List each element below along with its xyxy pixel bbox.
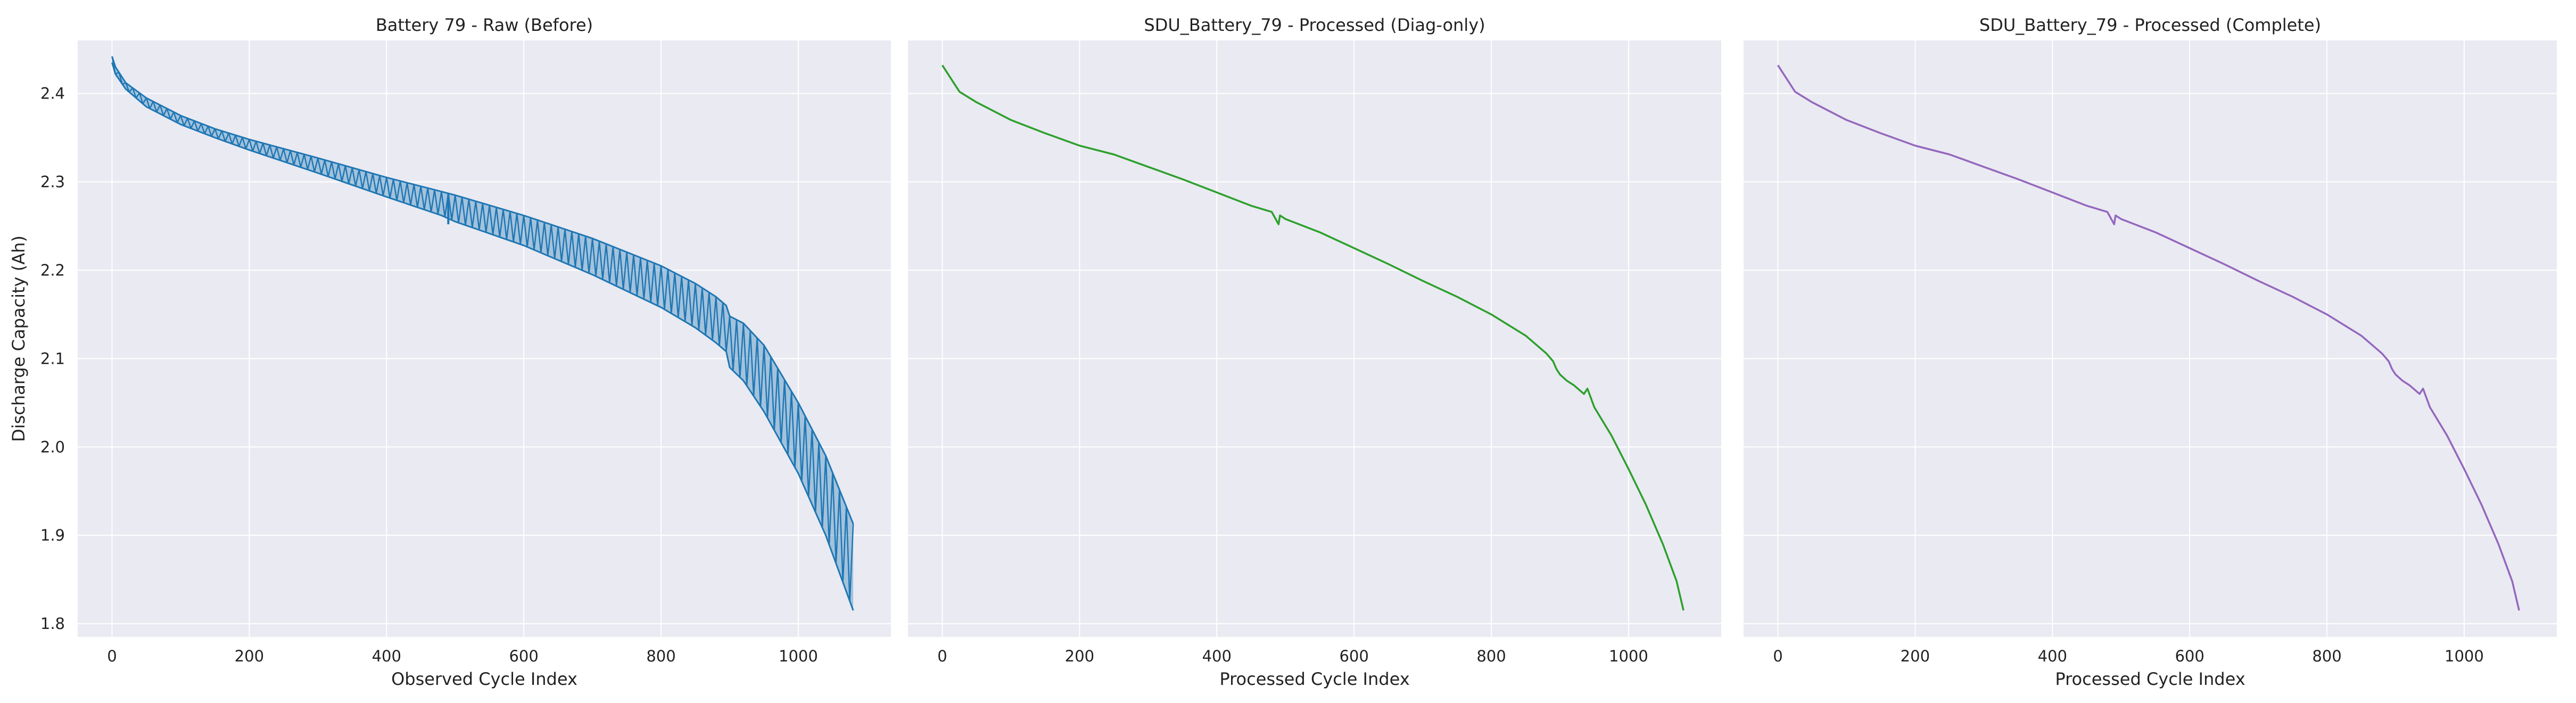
raw-upper-envelope [111,56,854,525]
x-tick-label: 600 [1339,647,1368,665]
x-tick-label: 1000 [779,647,818,665]
plot-background [908,40,1721,637]
plot-background [78,40,891,637]
y-tick-label: 1.8 [40,615,65,633]
x-tick-label: 200 [1065,647,1094,665]
ticks: 0 200 400 600 800 1000 [937,647,1648,665]
x-axis-label: Observed Cycle Index [391,669,577,689]
x-tick-label: 800 [2312,647,2341,665]
chart-title: SDU_Battery_79 - Processed (Complete) [1979,15,2321,35]
x-axis-label: Processed Cycle Index [2055,669,2245,689]
chart-panel-1: 0 200 400 600 800 1000 1.8 1.9 2.0 2.1 2.2 2.3 2.4 B… [9,15,891,689]
x-tick-label: 200 [235,647,264,665]
y-tick-label: 2.3 [40,173,65,191]
x-tick-label: 800 [1476,647,1506,665]
x-tick-label: 0 [107,647,117,665]
chart-panel-3: 0 200 400 600 800 1000 SDU_Battery_79 - Proce… [1744,15,2557,689]
plot-area [942,64,1685,611]
plot-area [111,56,854,611]
x-tick-label: 800 [646,647,675,665]
x-tick-label: 400 [2038,647,2067,665]
x-tick-label: 1000 [2445,647,2484,665]
x-tick-label: 0 [937,647,947,665]
raw-lower-envelope [111,62,854,611]
x-tick-label: 1000 [1609,647,1648,665]
ticks: 0 200 400 600 800 1000 1.8 1.9 2.0 2.1 2.2 2.3 2.4 [40,85,818,665]
plot-area [1777,64,2520,611]
y-axis-label: Discharge Capacity (Ah) [9,235,29,442]
y-tick-label: 1.9 [40,526,65,544]
ticks: 0 200 400 600 800 1000 [1773,647,2484,665]
y-tick-label: 2.2 [40,261,65,279]
y-tick-label: 2.0 [40,438,65,456]
series-line [1777,64,2520,611]
x-tick-label: 200 [1901,647,1930,665]
y-tick-label: 2.4 [40,85,65,103]
y-tick-label: 2.1 [40,349,65,367]
chart-title: SDU_Battery_79 - Processed (Diag-only) [1144,15,1485,35]
x-tick-label: 400 [1202,647,1232,665]
x-tick-label: 400 [372,647,401,665]
series-line [942,64,1685,611]
x-tick-label: 600 [2175,647,2204,665]
x-tick-label: 0 [1773,647,1782,665]
grid [1744,40,2557,637]
grid [908,40,1721,637]
grid [78,40,891,637]
chart-panel-2: 0 200 400 600 800 1000 SDU_Battery_79 - Proce… [908,15,1721,689]
x-axis-label: Processed Cycle Index [1219,669,1409,689]
x-tick-label: 600 [509,647,538,665]
chart-title: Battery 79 - Raw (Before) [376,15,593,35]
plot-background [1744,40,2557,637]
